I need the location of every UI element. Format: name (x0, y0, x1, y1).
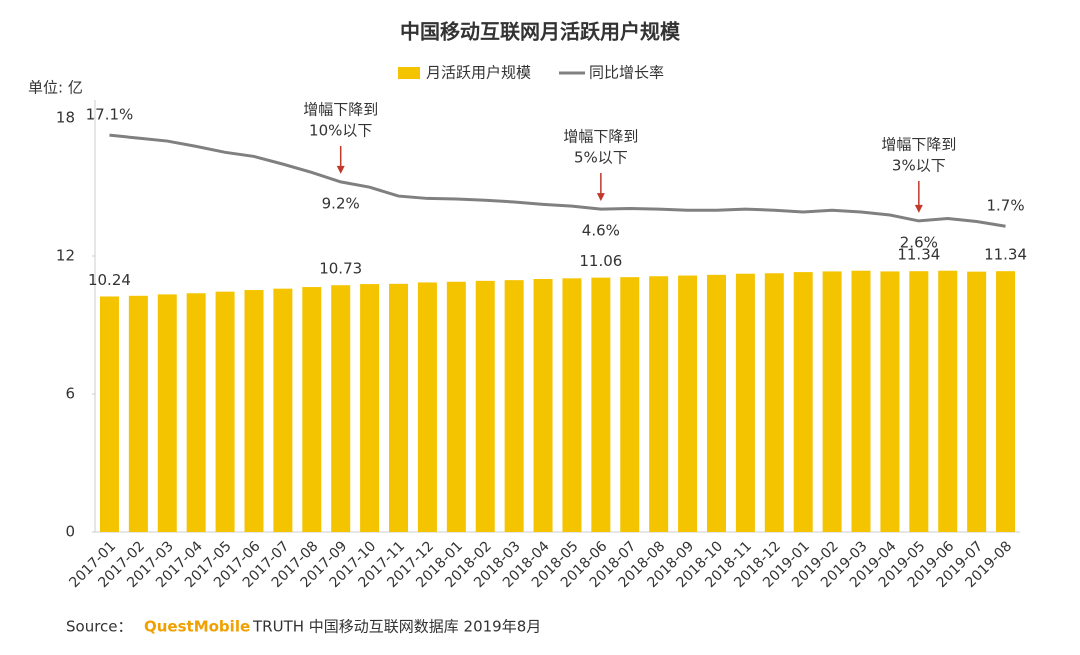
annotation-arrowhead (336, 165, 345, 174)
chart-title: 中国移动互联网月活跃用户规模 (400, 20, 681, 44)
legend-label: 月活跃用户规模 (426, 64, 531, 82)
bar (389, 283, 409, 532)
y-tick-label: 6 (65, 385, 75, 403)
bar-value-label: 11.34 (984, 246, 1027, 264)
line (109, 133, 1006, 228)
bar (273, 288, 293, 532)
bar (938, 270, 958, 532)
bar (215, 291, 235, 532)
annotation: 增幅下降到 (881, 136, 956, 154)
bar (620, 277, 640, 532)
bar (186, 293, 206, 532)
line-value-label: 4.6% (582, 222, 620, 240)
bar (909, 271, 929, 532)
bar (562, 278, 582, 532)
bar-value-label: 11.34 (897, 246, 940, 264)
bar-value-label: 11.06 (579, 252, 622, 270)
source-prefix: Source： (66, 618, 133, 636)
bar (793, 272, 813, 532)
bar (764, 273, 784, 532)
unit-label: 单位: 亿 (28, 79, 83, 97)
bar (967, 271, 987, 532)
annotation: 增幅下降到 (563, 128, 638, 146)
bar-value-label: 10.73 (319, 260, 362, 278)
bar (446, 281, 466, 532)
bar (851, 270, 871, 532)
bar (880, 271, 900, 532)
bar-value-label: 10.24 (88, 271, 131, 289)
bar (302, 287, 322, 532)
bar (996, 271, 1016, 532)
line-value-label: 1.7% (986, 197, 1024, 215)
annotation: 3%以下 (892, 157, 946, 175)
bar (706, 274, 726, 532)
line-value-label: 9.2% (322, 194, 360, 212)
bar (822, 271, 842, 532)
source-brand: QuestMobile (144, 618, 250, 636)
bar (331, 285, 351, 532)
bar (533, 279, 553, 532)
bar (99, 296, 119, 532)
y-tick-label: 18 (56, 109, 75, 127)
bar (649, 276, 669, 532)
annotation-arrowhead (596, 193, 605, 202)
bar (504, 280, 524, 532)
y-tick-label: 12 (56, 247, 75, 265)
bar (128, 295, 148, 532)
source-text: TRUTH 中国移动互联网数据库 2019年8月 (252, 618, 541, 636)
annotation: 5%以下 (574, 149, 628, 167)
bar (735, 273, 755, 532)
bar (591, 277, 611, 532)
bar (360, 284, 380, 532)
line-value-label: 17.1% (86, 106, 134, 124)
legend-swatch (398, 67, 420, 79)
legend-label: 同比增长率 (589, 64, 664, 82)
bar (417, 282, 437, 532)
bar (157, 294, 177, 532)
bar (475, 280, 495, 532)
annotation: 10%以下 (309, 122, 372, 140)
annotation-arrowhead (914, 204, 923, 213)
line-value-label: 2.6% (900, 233, 938, 251)
bar (244, 290, 264, 532)
bar (678, 275, 698, 532)
y-tick-label: 0 (65, 523, 75, 541)
annotation: 增幅下降到 (303, 101, 378, 119)
